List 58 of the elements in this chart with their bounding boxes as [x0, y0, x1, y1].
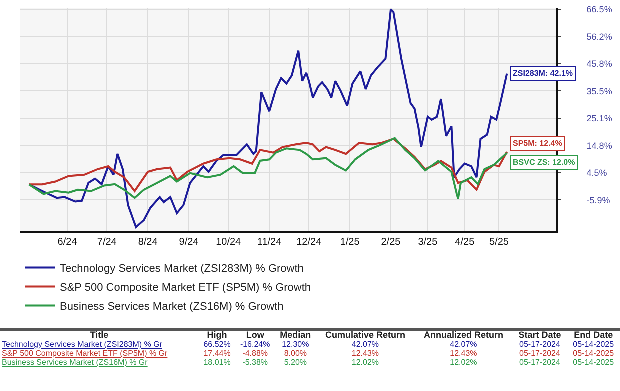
text: Annualized Return	[422, 330, 504, 340]
text: Technology Services Market (ZSI283M) % Gr	[1, 340, 164, 349]
x-tick-label: 3/25	[418, 237, 438, 248]
x-tick-label: 2/25	[381, 237, 402, 248]
text: 05-17-2024	[518, 340, 562, 349]
legend-label: S&P 500 Composite Market ETF (SP5M) % Growth	[60, 282, 312, 294]
text: 05-17-2024	[518, 349, 562, 358]
text: Median	[279, 330, 312, 340]
x-tick-label: 9/24	[179, 237, 200, 248]
annotation: BSVC ZS: 12.0%	[513, 158, 576, 167]
text: Low	[245, 330, 266, 340]
x-tick-label: 10/24	[216, 237, 242, 248]
text: 42.07%	[350, 340, 380, 349]
text: 8.00%	[283, 349, 308, 358]
x-tick-label: 5/25	[489, 237, 510, 248]
text: -5.38%	[242, 358, 270, 367]
x-tick-label: 11/24	[257, 237, 282, 248]
text: Start Date	[518, 330, 562, 340]
legend-label: Technology Services Market (ZSI283M) % Growth	[60, 263, 304, 276]
text: 12.43%	[449, 349, 478, 358]
text: 12.30%	[281, 340, 310, 349]
text: High	[206, 330, 228, 340]
text: 05-17-2024	[518, 358, 562, 367]
text: 05-14-2025	[572, 349, 616, 358]
text: End Date	[573, 330, 614, 340]
y-tick-label: -5.9%	[586, 195, 610, 206]
y-tick-label: 14.8%	[586, 140, 612, 151]
y-tick-label: 56.2%	[586, 32, 612, 42]
text: Title	[89, 330, 110, 340]
y-tick-label: 25.1%	[586, 114, 612, 124]
y-tick-label: 4.5%	[586, 168, 608, 178]
x-tick-label: 4/25	[455, 237, 476, 248]
text: 18.01%	[202, 358, 232, 367]
legend-label: Business Services Market (ZS16M) % Growth	[60, 301, 284, 314]
text: 5.20%	[283, 358, 308, 367]
text: 12.02%	[449, 358, 478, 367]
x-tick-label: 12/24	[296, 237, 322, 248]
text: Business Services Market (ZS16M) % Gr	[1, 358, 149, 367]
x-tick-label: 1/25	[340, 237, 360, 248]
text: -16.24%	[239, 340, 272, 349]
text: Cumulative Return	[324, 330, 406, 340]
annotation: ZSI283M: 42.1%	[513, 69, 574, 78]
text: 17.44%	[202, 349, 232, 358]
x-tick-label: 8/24	[138, 237, 158, 248]
y-tick-label: 45.8%	[586, 59, 612, 70]
text: 12.43%	[350, 349, 380, 358]
y-tick-label: 35.5%	[586, 86, 612, 96]
x-tick-label: 7/24	[97, 237, 118, 248]
text: S&P 500 Composite Market ETF (SP5M) % Gr	[1, 349, 169, 358]
y-tick-label: 66.5%	[586, 4, 612, 15]
text: -4.88%	[242, 349, 270, 358]
text: 42.07%	[449, 340, 478, 349]
text: 05-14-2025	[572, 358, 616, 367]
text: 05-14-2025	[572, 340, 616, 349]
annotation: SP5M: 12.4%	[513, 139, 562, 148]
text: 12.02%	[350, 358, 380, 367]
text: 66.52%	[202, 340, 232, 349]
x-tick-label: 6/24	[58, 237, 78, 248]
